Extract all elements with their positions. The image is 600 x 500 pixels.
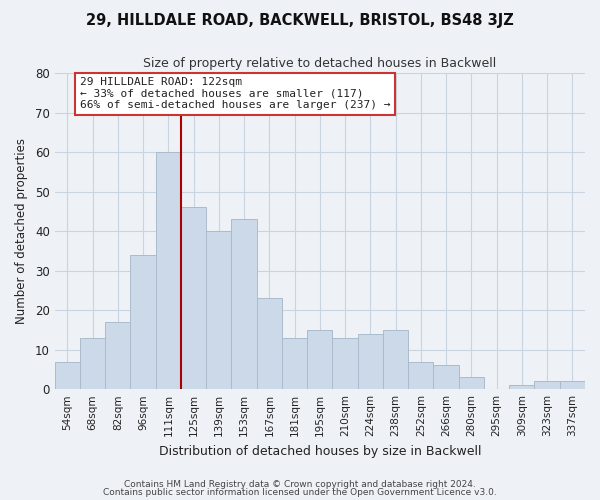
Bar bbox=[105, 322, 130, 389]
X-axis label: Distribution of detached houses by size in Backwell: Distribution of detached houses by size … bbox=[158, 444, 481, 458]
Bar bbox=[383, 330, 408, 389]
Bar bbox=[80, 338, 105, 389]
Bar bbox=[509, 385, 535, 389]
Bar bbox=[560, 382, 585, 389]
Bar bbox=[307, 330, 332, 389]
Bar bbox=[282, 338, 307, 389]
Bar bbox=[535, 382, 560, 389]
Title: Size of property relative to detached houses in Backwell: Size of property relative to detached ho… bbox=[143, 58, 496, 70]
Text: Contains HM Land Registry data © Crown copyright and database right 2024.: Contains HM Land Registry data © Crown c… bbox=[124, 480, 476, 489]
Bar bbox=[459, 378, 484, 389]
Bar bbox=[206, 231, 232, 389]
Bar bbox=[433, 366, 459, 389]
Bar bbox=[232, 220, 257, 389]
Y-axis label: Number of detached properties: Number of detached properties bbox=[15, 138, 28, 324]
Bar bbox=[332, 338, 358, 389]
Text: 29, HILLDALE ROAD, BACKWELL, BRISTOL, BS48 3JZ: 29, HILLDALE ROAD, BACKWELL, BRISTOL, BS… bbox=[86, 12, 514, 28]
Bar bbox=[155, 152, 181, 389]
Bar bbox=[358, 334, 383, 389]
Bar bbox=[181, 208, 206, 389]
Text: 29 HILLDALE ROAD: 122sqm
← 33% of detached houses are smaller (117)
66% of semi-: 29 HILLDALE ROAD: 122sqm ← 33% of detach… bbox=[80, 77, 391, 110]
Text: Contains public sector information licensed under the Open Government Licence v3: Contains public sector information licen… bbox=[103, 488, 497, 497]
Bar bbox=[257, 298, 282, 389]
Bar bbox=[408, 362, 433, 389]
Bar bbox=[130, 255, 155, 389]
Bar bbox=[55, 362, 80, 389]
